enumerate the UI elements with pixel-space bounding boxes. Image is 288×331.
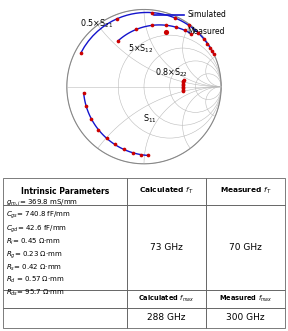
Point: [208, 45, 213, 51]
Point: [180, 85, 185, 91]
Point: [181, 81, 185, 86]
Bar: [206, 205, 285, 290]
Text: Measured: Measured: [187, 27, 225, 36]
Bar: [206, 308, 285, 328]
Text: Calculated $f_{max}$: Calculated $f_{max}$: [139, 294, 195, 304]
Point: [149, 10, 154, 15]
Text: Calculated $f_T$: Calculated $f_T$: [139, 186, 194, 197]
Point: [182, 28, 187, 33]
Point: [112, 142, 117, 147]
Point: [122, 147, 126, 152]
Point: [187, 23, 191, 28]
Text: Simulated: Simulated: [187, 11, 226, 20]
Point: [174, 24, 179, 30]
Point: [205, 41, 210, 46]
Text: 288 GHz: 288 GHz: [147, 313, 186, 322]
Text: 5×S$_{12}$: 5×S$_{12}$: [128, 42, 154, 55]
Text: 70 GHz: 70 GHz: [229, 243, 262, 252]
Text: Measured $f_{max}$: Measured $f_{max}$: [219, 294, 272, 304]
Text: Measured $f_T$: Measured $f_T$: [220, 186, 271, 197]
Text: $g_{m,i}$= 369.8 mS/mm
$C_{gs}$= 740.8 fF/mm
$C_{gd}$= 42.6 fF/mm
$R_i$= 0.45 Ω·: $g_{m,i}$= 369.8 mS/mm $C_{gs}$= 740.8 f…: [6, 197, 78, 298]
Bar: [206, 178, 285, 205]
Point: [182, 77, 186, 82]
Point: [105, 136, 109, 141]
Point: [84, 104, 89, 109]
Point: [180, 82, 185, 88]
Point: [150, 23, 155, 28]
Bar: [3, 205, 127, 290]
Point: [181, 78, 186, 83]
Point: [81, 90, 86, 95]
Bar: [127, 205, 206, 290]
Bar: [127, 308, 206, 328]
Point: [164, 23, 168, 28]
Point: [181, 87, 185, 92]
Point: [130, 150, 135, 155]
Text: S$_{11}$: S$_{11}$: [143, 113, 157, 125]
Text: 0.5×S$_{21}$: 0.5×S$_{21}$: [79, 17, 113, 29]
Text: Intrinsic Parameters: Intrinsic Parameters: [21, 187, 109, 196]
Bar: [127, 178, 206, 205]
Bar: [3, 290, 127, 308]
Point: [189, 31, 193, 36]
Text: 73 GHz: 73 GHz: [150, 243, 183, 252]
Point: [96, 127, 101, 132]
Text: 300 GHz: 300 GHz: [226, 313, 265, 322]
Point: [181, 88, 185, 94]
Point: [211, 51, 216, 57]
Bar: [3, 308, 127, 328]
Point: [196, 30, 200, 35]
Point: [134, 27, 139, 32]
Point: [210, 49, 215, 54]
Point: [139, 152, 143, 157]
Point: [89, 116, 94, 121]
Bar: [3, 178, 127, 205]
Bar: [127, 290, 206, 308]
Point: [201, 36, 206, 41]
Point: [180, 84, 185, 89]
Point: [173, 15, 177, 21]
Point: [115, 16, 120, 21]
Point: [181, 80, 185, 85]
Text: 0.8×S$_{22}$: 0.8×S$_{22}$: [155, 67, 188, 79]
Bar: [206, 290, 285, 308]
Point: [79, 50, 83, 56]
Point: [145, 153, 150, 158]
Point: [115, 38, 120, 44]
Point: [190, 20, 195, 25]
